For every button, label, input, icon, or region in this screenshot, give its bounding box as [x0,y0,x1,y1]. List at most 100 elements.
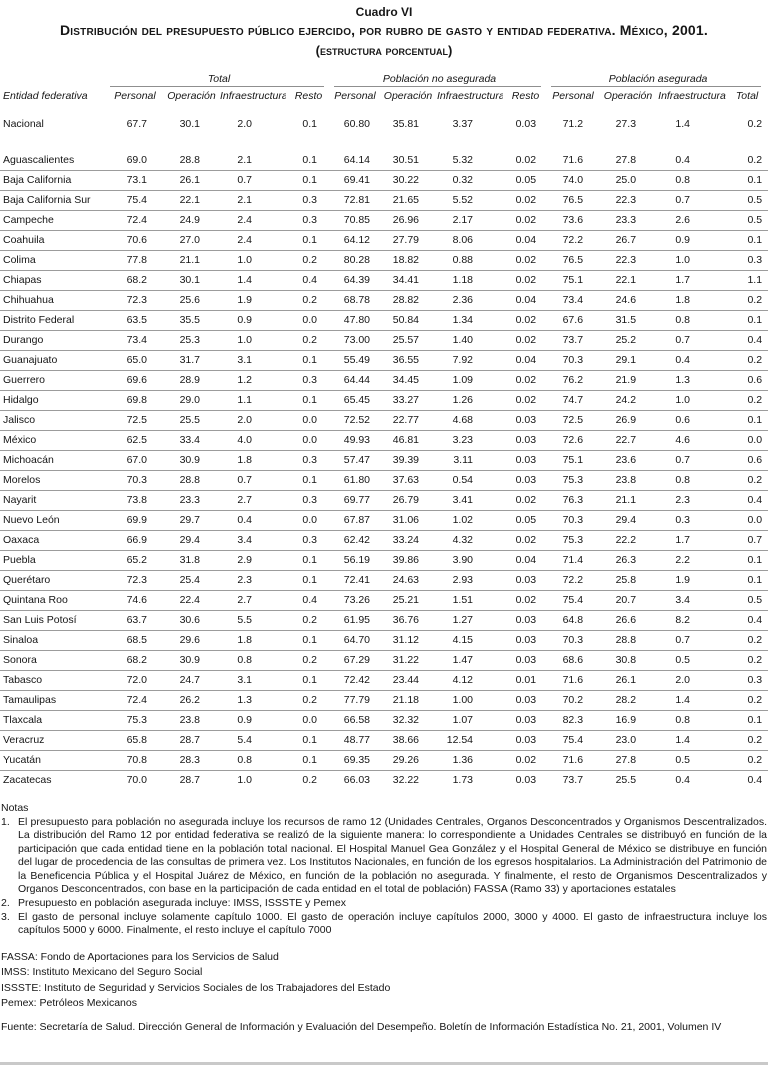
value-cell: 0.7 [220,470,286,491]
value-cell: 63.7 [107,610,163,631]
value-cell: 0.6 [726,450,768,471]
column-header: Operación [167,90,216,102]
value-cell: 70.6 [107,230,163,251]
value-cell: 64.70 [331,630,380,651]
value-cell: 30.1 [179,118,200,130]
value-cell: 72.3 [107,290,163,311]
value-cell: 1.0 [658,250,727,271]
table-row: Michoacán 67.0 30.9 1.8 0.3 57.47 39.39 3.11 0.0… [0,450,768,471]
value-cell: 0.1 [286,750,332,771]
value-cell: 64.44 [331,370,380,391]
value-cell: 34.41 [379,270,438,291]
value-cell: 26.3 [598,550,659,571]
value-cell: 29.6 [163,630,220,651]
value-cell: 0.4 [658,151,727,171]
spacer-row [0,139,768,151]
value-cell: 28.7 [179,774,200,786]
value-cell: 1.07 [437,710,504,731]
table-row: Nuevo León 69.9 29.7 0.4 0.0 67.87 31.06 1.02 0.… [0,510,768,531]
source-line: Fuente: Secretaría de Salud. Dirección G… [1,1020,722,1033]
value-cell: 0.3 [286,190,332,211]
value-cell: 26.9 [598,410,659,431]
value-cell: 49.93 [331,430,380,451]
value-cell: 4.6 [658,430,727,451]
table-row: Campeche 72.4 24.9 2.4 0.3 70.85 26.96 2.17 0.02… [0,210,768,231]
value-cell: 24.6 [598,290,659,311]
value-cell: 4.15 [437,630,504,651]
value-cell: 3.4 [658,590,727,611]
value-cell: 0.02 [503,590,549,611]
value-cell: 0.0 [726,510,768,531]
value-cell: 30.1 [163,270,220,291]
table-row: Jalisco 72.5 25.5 2.0 0.0 72.52 22.77 4.68 0.03 7… [0,410,768,431]
value-cell: 3.4 [220,530,286,551]
group-header-total: Total [107,71,331,87]
value-cell: 25.4 [163,570,220,591]
entity-cell: Guanajuato [0,350,107,371]
value-cell: 0.03 [503,470,549,491]
notes-heading: Notas [1,802,29,814]
value-cell: 3.37 [452,118,474,130]
value-cell: 0.8 [658,170,727,191]
value-cell: 21.1 [598,490,659,511]
value-cell: 24.2 [598,390,659,411]
value-cell: 72.4 [107,690,163,711]
value-cell: 1.34 [437,310,504,331]
value-cell: 72.4 [107,210,163,231]
value-cell: 0.5 [658,750,727,771]
value-cell: 0.2 [726,690,768,711]
value-cell: 0.7 [658,450,727,471]
value-cell: 64.39 [331,270,380,291]
value-cell: 70.3 [107,470,163,491]
value-cell: 70.3 [548,510,599,531]
value-cell: 0.2 [726,350,768,371]
value-cell: 4.32 [437,530,504,551]
value-cell: 1.02 [437,510,504,531]
table-row: Tabasco 72.0 24.7 3.1 0.1 72.42 23.44 4.12 0.01 7… [0,670,768,691]
value-cell: 22.4 [163,590,220,611]
entity-cell: Yucatán [0,750,107,771]
value-cell: 73.1 [107,170,163,191]
value-cell: 0.3 [726,670,768,691]
value-cell: 3.90 [437,550,504,571]
value-cell: 73.6 [548,210,599,231]
value-cell: 0.3 [286,370,332,391]
value-cell: 0.03 [515,118,537,130]
value-cell: 1.0 [658,390,727,411]
value-cell: 0.4 [726,490,768,511]
value-cell: 38.66 [379,730,438,751]
value-cell: 25.2 [598,330,659,351]
value-cell: 1.47 [437,650,504,671]
value-cell: 5.52 [437,190,504,211]
value-cell: 2.36 [437,290,504,311]
entity-cell: Michoacán [0,450,107,471]
entity-cell: Sinaloa [0,630,107,651]
value-cell: 0.0 [726,430,768,451]
value-cell: 27.3 [615,118,637,130]
value-cell: 0.7 [726,530,768,551]
entity-cell: Aguascalientes [0,151,107,171]
value-cell: 21.9 [598,370,659,391]
value-cell: 0.4 [726,330,768,351]
value-cell: 3.41 [437,490,504,511]
value-cell: 2.93 [437,570,504,591]
value-cell: 0.03 [503,690,549,711]
value-cell: 1.00 [437,690,504,711]
value-cell: 0.02 [503,190,549,211]
value-cell: 73.7 [548,330,599,351]
entity-cell: Coahuila [0,230,107,251]
notes-list: 1. El presupuesto para población no asegu… [1,816,767,938]
value-cell: 71.6 [548,151,599,171]
value-cell: 26.79 [379,490,438,511]
entity-cell: Nuevo León [0,510,107,531]
value-cell: 0.1 [286,170,332,191]
value-cell: 26.1 [163,170,220,191]
value-cell: 35.81 [392,118,420,130]
value-cell: 72.2 [548,570,599,591]
value-cell: 67.0 [107,450,163,471]
value-cell: 0.2 [286,330,332,351]
bottom-rule [0,1062,768,1065]
table-row: San Luis Potosí 63.7 30.6 5.5 0.2 61.95 36.76 1… [0,610,768,631]
value-cell: 73.7 [562,774,584,786]
value-cell: 32.32 [379,710,438,731]
